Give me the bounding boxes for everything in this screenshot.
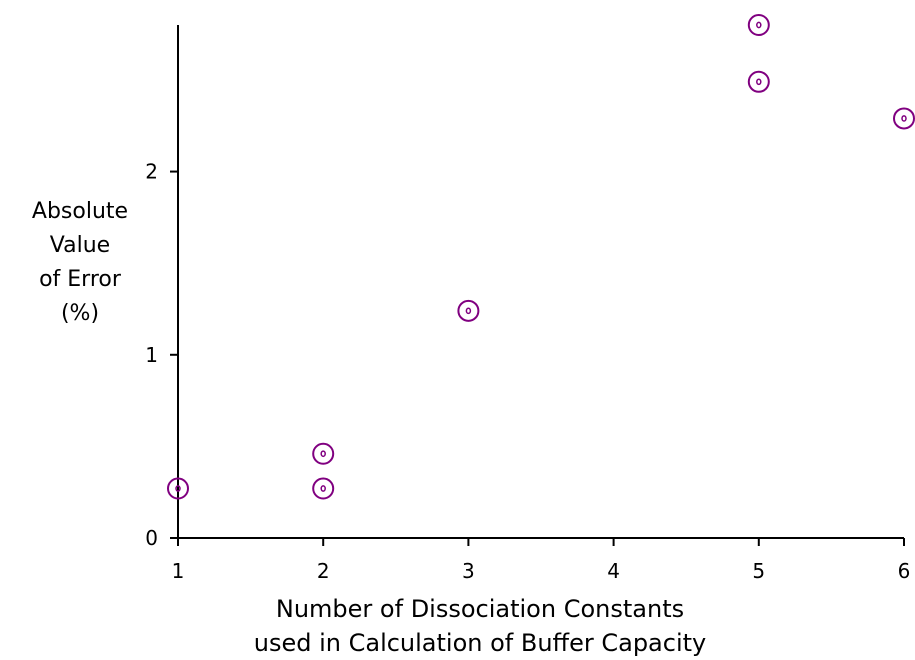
- data-points: [167, 14, 915, 500]
- data-point: [893, 107, 915, 130]
- y-tick-label: 0: [145, 526, 158, 550]
- data-point-outer-ring: [457, 299, 480, 322]
- data-point-outer-ring: [167, 477, 189, 500]
- data-point-outer-ring: [312, 477, 335, 500]
- x-tick-label: 6: [898, 559, 911, 583]
- data-point: [312, 442, 335, 465]
- x-axis-label-line: used in Calculation of Buffer Capacity: [253, 629, 707, 657]
- y-tick-label: 1: [145, 343, 158, 367]
- data-point: [747, 70, 770, 93]
- data-point-inner-dot: [320, 450, 326, 458]
- data-point-outer-ring: [893, 107, 915, 130]
- y-axis-label-line: Value: [49, 233, 111, 258]
- data-point-outer-ring: [312, 442, 335, 465]
- data-point-inner-dot: [320, 485, 326, 492]
- x-tick-label: 3: [462, 559, 475, 583]
- data-point-outer-ring: [747, 14, 770, 36]
- axes: [177, 25, 904, 539]
- data-point-inner-dot: [756, 78, 762, 86]
- x-axis-label-line: Number of Dissociation Constants: [275, 595, 685, 623]
- x-tick-label: 5: [752, 559, 765, 583]
- data-point: [747, 14, 770, 36]
- data-point: [312, 477, 335, 500]
- data-point-outer-ring: [747, 70, 770, 93]
- y-axis-label-line: Absolute: [31, 199, 129, 224]
- x-tick-label: 1: [172, 559, 185, 583]
- data-point-inner-dot: [901, 115, 907, 122]
- x-axis-label: Number of Dissociation Constants used in…: [180, 592, 780, 660]
- data-point: [167, 477, 189, 500]
- data-point-inner-dot: [175, 485, 181, 492]
- x-tick-label: 4: [607, 559, 620, 583]
- data-point-inner-dot: [756, 21, 762, 29]
- data-point: [457, 299, 480, 322]
- y-tick-label: 2: [145, 160, 158, 184]
- y-axis-label-line: (%): [60, 301, 100, 326]
- y-axis-label: Absolute Value of Error (%): [0, 195, 160, 331]
- data-point-inner-dot: [465, 307, 472, 315]
- y-axis-label-line: of Error: [39, 267, 121, 292]
- x-tick-label: 2: [317, 559, 330, 583]
